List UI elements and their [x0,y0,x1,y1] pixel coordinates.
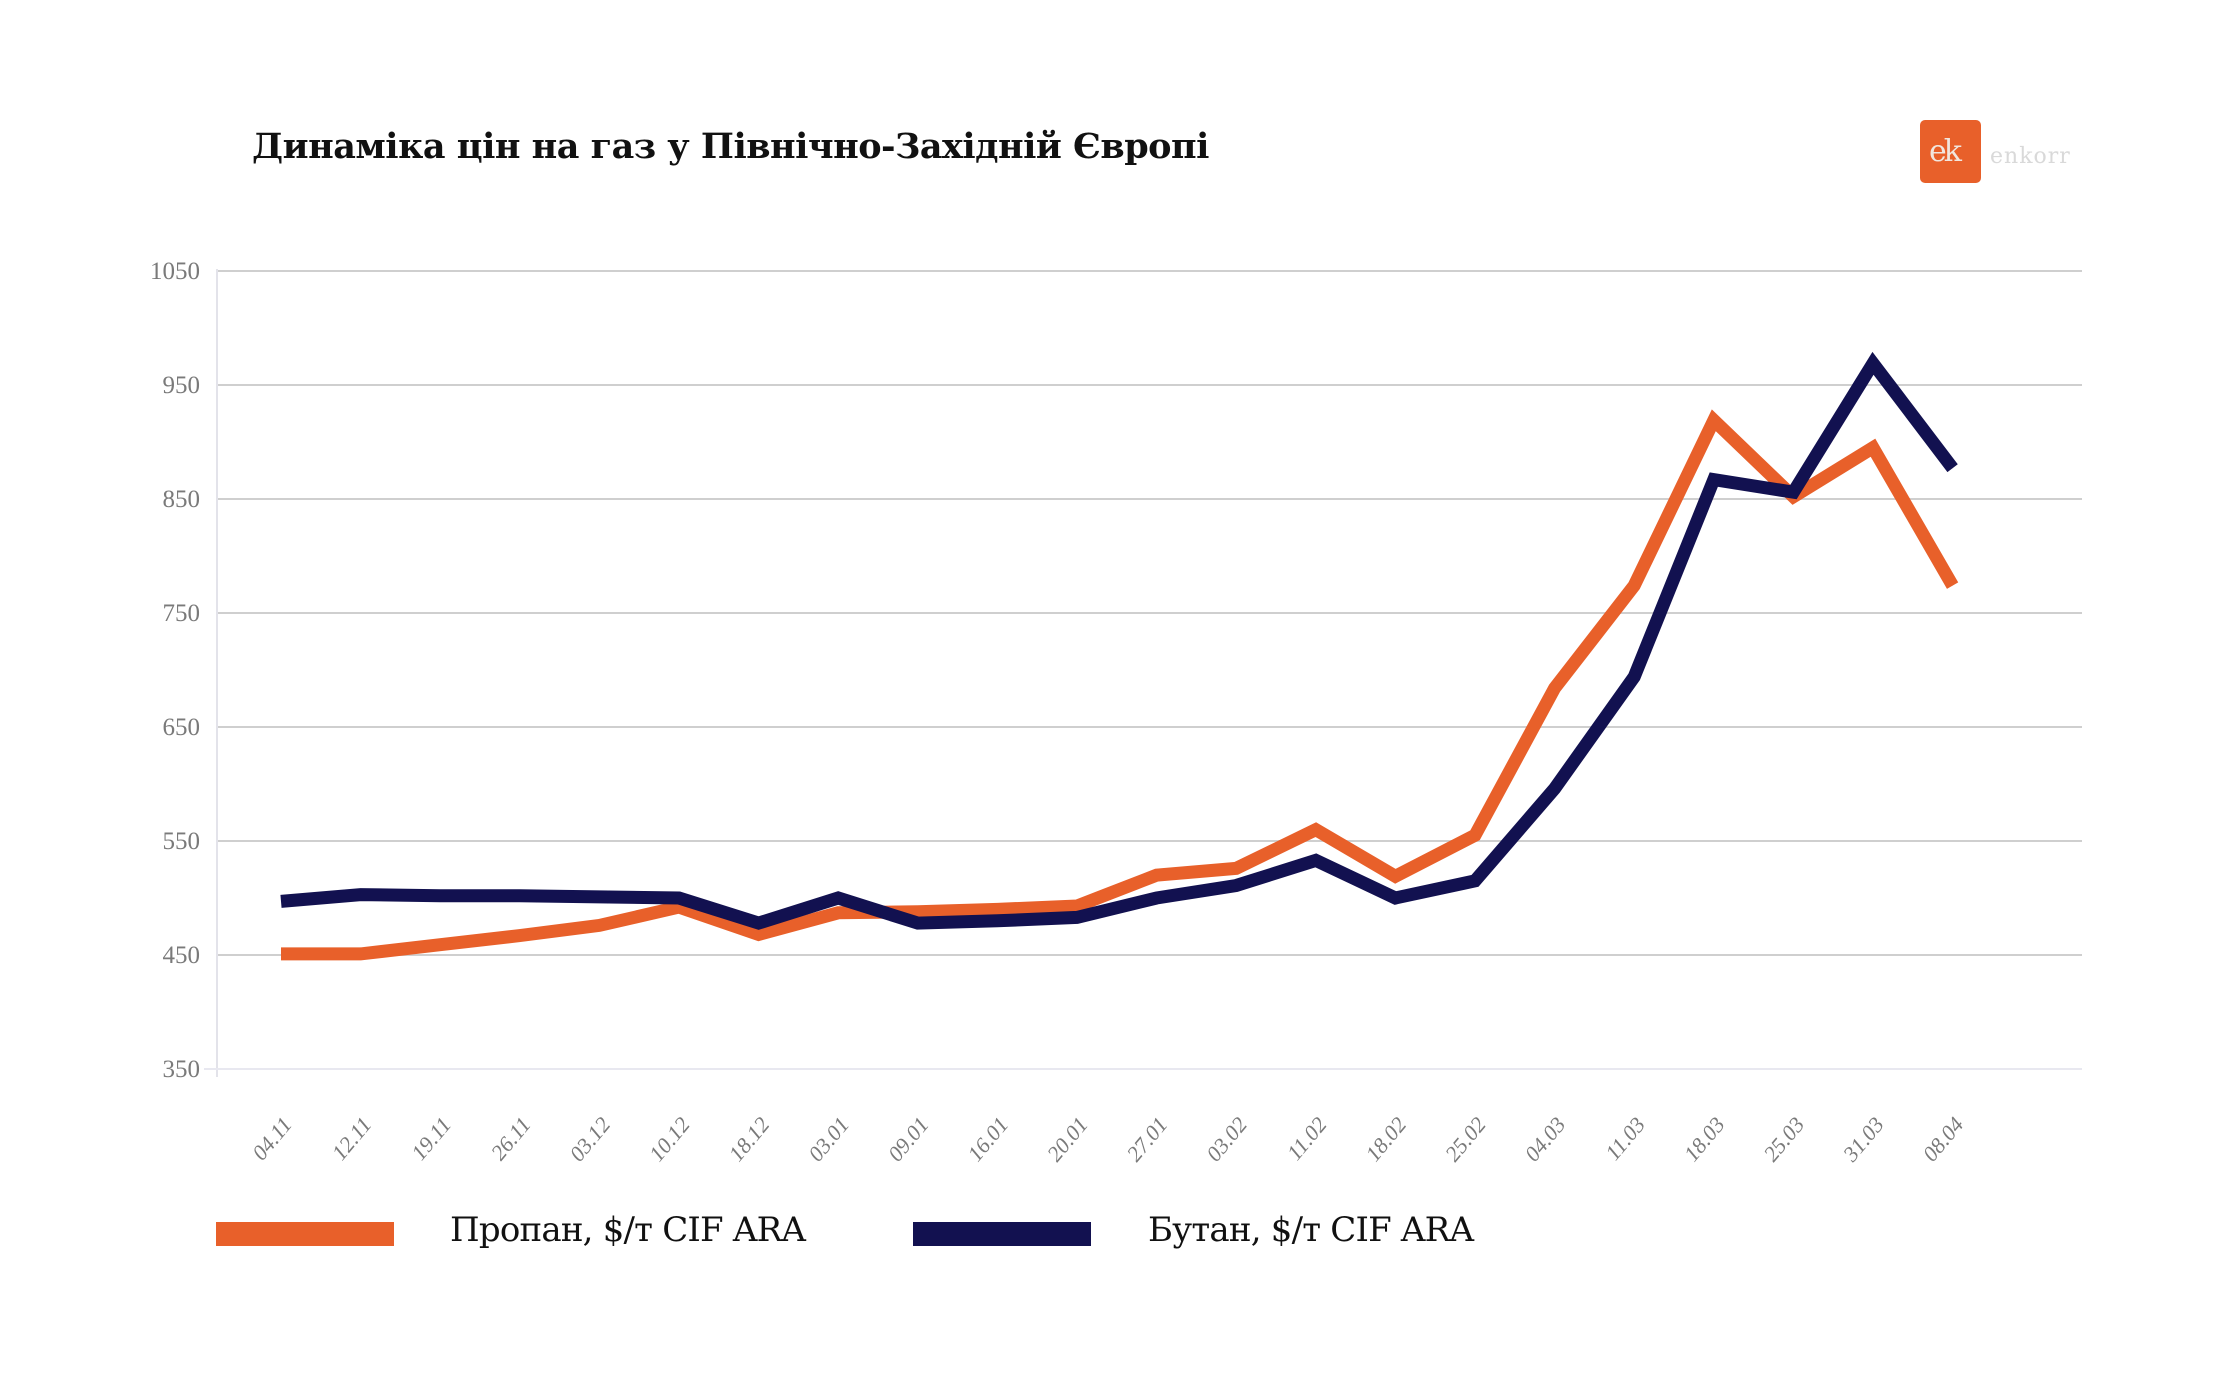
legend: Пропан, $/т CIF ARA Бутан, $/т CIF ARA [0,1210,2228,1270]
gridlines [217,270,2082,956]
x-tick-label: 18.12 [723,1112,774,1166]
x-tick-label: 25.02 [1440,1112,1491,1166]
series-lines [280,351,1959,961]
series-line-propane [281,409,1959,961]
y-tick-label: 950 [163,372,201,399]
x-tick-label: 04.03 [1519,1112,1570,1166]
x-tick-label: 25.03 [1758,1112,1809,1166]
x-tick-label: 11.02 [1282,1112,1332,1165]
y-axis: 350 450 550 650 750 850 950 1050 [150,258,218,1083]
x-axis: 04.11 12.11 19.11 26.11 03.12 10.12 18.12 03.01… [204,1068,2082,1167]
logo-mark: ek [1929,134,1962,169]
legend-swatch-propane [216,1222,394,1246]
legend-label-propane: Пропан, $/т CIF ARA [450,1210,806,1250]
x-tick-label: 18.02 [1360,1112,1411,1166]
y-tick-label: 1050 [150,258,200,285]
x-tick-label: 19.11 [406,1112,456,1165]
x-tick-label: 12.11 [327,1112,377,1165]
y-tick-label: 550 [163,828,201,855]
x-tick-label: 10.12 [644,1112,695,1166]
legend-swatch-butane [913,1222,1091,1246]
x-tick-label: 03.02 [1201,1112,1252,1166]
y-tick-label: 850 [163,486,201,513]
chart-title: Динаміка цін на газ у Північно-Західній … [252,126,1209,167]
y-tick-label: 750 [163,600,201,627]
x-tick-label: 08.04 [1917,1112,1968,1166]
x-tick-label: 11.03 [1600,1112,1650,1165]
x-tick-label: 31.03 [1837,1112,1889,1167]
x-tick-label: 03.12 [564,1112,615,1166]
x-tick-label: 26.11 [486,1112,536,1165]
enkorr-logo: ek [1920,120,1981,183]
x-tick-label: 18.03 [1679,1112,1730,1166]
x-tick-label: 27.01 [1121,1112,1172,1166]
x-tick-label: 09.01 [883,1112,934,1166]
legend-label-butane: Бутан, $/т CIF ARA [1148,1210,1474,1250]
y-tick-label: 450 [163,942,201,969]
x-tick-label: 16.01 [962,1112,1013,1166]
x-tick-label: 04.11 [247,1112,297,1165]
y-tick-label: 350 [163,1056,201,1083]
x-tick-label: 03.01 [803,1112,854,1166]
x-tick-label: 20.01 [1042,1112,1093,1166]
y-tick-label: 650 [163,714,201,741]
logo-text: enkorr [1990,144,2071,169]
series-line-butane [280,351,1958,930]
